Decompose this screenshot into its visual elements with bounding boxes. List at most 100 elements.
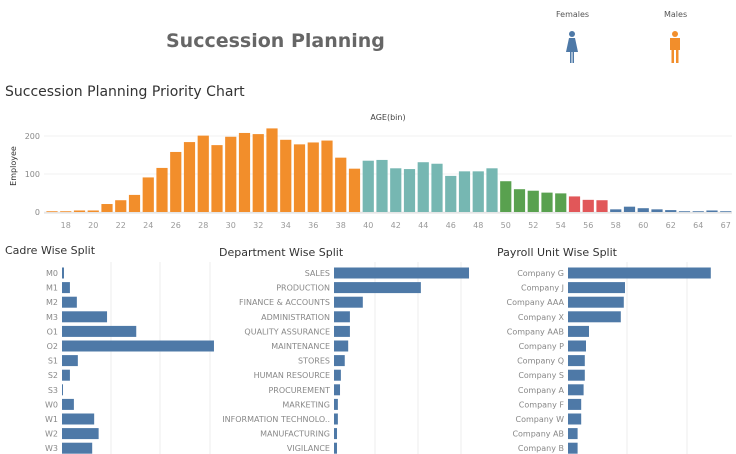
age-bar-39 [348,168,361,212]
bar-m1 [62,282,70,294]
bar-stores [334,355,345,367]
bar-s3 [62,384,63,396]
age-bar-47 [458,171,471,212]
bar-information-technolo- [334,413,338,425]
bar-company-s [568,369,585,381]
category-label: Company W [515,415,564,424]
age-bar-38 [335,157,347,212]
age-bar-37 [321,140,333,212]
y-tick-label: 200 [25,132,40,141]
bar-company-b [568,442,578,454]
category-label: M0 [46,269,58,278]
age-bar-58 [610,209,622,212]
male-icon[interactable] [666,30,684,64]
age-bar-23 [128,194,141,212]
age-bar-42 [390,168,402,212]
bar-marketing [334,398,338,410]
bar-s2 [62,369,70,381]
x-tick-label: 34 [281,221,291,230]
category-label: MAINTENANCE [271,342,330,351]
age-bar-61 [651,209,663,212]
x-tick-label: 62 [666,221,676,230]
category-label: W0 [45,400,58,409]
bar-w0 [62,398,74,410]
age-bar-57 [596,200,608,212]
bar-company-x [568,311,621,323]
x-axis-title: AGE(bin) [370,113,405,122]
category-label: O1 [47,327,58,336]
legend-females-label: Females [556,10,590,19]
age-bar-20 [87,210,99,212]
category-label: Company AAB [507,327,564,336]
x-tick-label: 32 [253,221,263,230]
bar-m3 [62,311,108,323]
category-label: Company Q [517,357,564,366]
age-bar-48 [472,171,484,212]
age-bar-34 [280,139,292,212]
age-bar-28 [197,135,209,212]
x-tick-label: 58 [611,221,621,230]
bar-human-resource [334,369,341,381]
category-label: S1 [48,357,58,366]
bar-production [334,282,421,294]
female-icon[interactable] [563,30,581,64]
department-title: Department Wise Split [219,246,344,259]
bar-quality-assurance [334,325,350,337]
age-bar-18 [60,211,72,213]
bar-company-f [568,398,582,410]
age-bar-45 [431,163,443,212]
bar-m2 [62,296,77,308]
category-label: W3 [45,444,58,453]
category-label: Company AAA [507,298,565,307]
age-bar-41 [376,159,388,212]
y-tick-label: 0 [35,208,40,217]
bar-s1 [62,355,78,367]
category-label: ADMINISTRATION [261,313,330,322]
category-label: Company P [519,342,565,351]
age-bar-26 [170,151,182,212]
age-bar-22 [115,200,127,212]
age-bar-19 [73,210,86,212]
bar-w2 [62,428,99,440]
category-label: MANUFACTURING [260,430,330,439]
category-label: Company A [518,386,565,395]
age-bar-17 [46,211,58,213]
x-tick-label: 24 [143,221,153,230]
category-label: Company S [518,371,564,380]
category-label: FINANCE & ACCOUNTS [239,298,330,307]
x-tick-label: 42 [391,221,401,230]
x-tick-label: 60 [638,221,648,230]
age-bar-65 [706,210,718,212]
x-tick-label: 18 [61,221,71,230]
cadre-title: Cadre Wise Split [5,244,96,257]
bar-company-p [568,340,586,352]
category-label: SALES [305,269,330,278]
age-bar-50 [500,181,512,212]
x-tick-label: 40 [363,221,373,230]
bar-sales [334,267,470,279]
x-tick-label: 22 [116,221,126,230]
dashboard-title: Succession Planning [166,30,385,52]
bar-finance-accounts [334,296,363,308]
bar-company-a [568,384,584,396]
x-tick-label: 54 [556,221,566,230]
category-label: Company G [517,269,564,278]
x-tick-label: 56 [583,221,593,230]
bar-o2 [62,340,214,352]
y-tick-label: 100 [25,170,40,179]
category-label: Company X [518,313,565,322]
age-histogram: AGE(bin) Employee 0 100 200 18 20 22 24 26 28 30 3… [9,113,732,230]
category-label: STORES [298,357,330,366]
x-tick-label: 67 [721,221,731,230]
age-bar-24 [142,177,154,212]
category-label: M3 [46,313,58,322]
x-tick-label: 20 [88,221,98,230]
category-label: W2 [45,430,58,439]
age-bar-51 [513,189,526,212]
category-label: S2 [48,371,58,380]
age-bar-49 [486,168,498,212]
y-axis-title: Employee [9,146,18,186]
age-bar-31 [238,132,251,212]
age-bar-64 [692,211,704,213]
